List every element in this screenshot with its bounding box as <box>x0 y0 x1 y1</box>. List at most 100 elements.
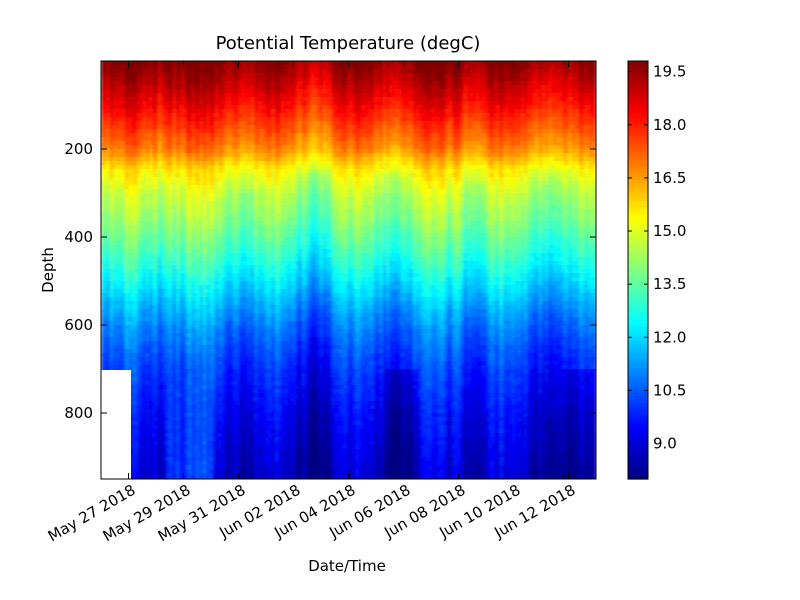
colorbar-segment <box>628 81 648 86</box>
colorbar-segment <box>628 130 648 135</box>
colorbar-segment <box>628 433 648 438</box>
colorbar-segment <box>628 217 648 222</box>
colorbar-segment <box>628 454 648 459</box>
colorbar-segment <box>628 207 648 212</box>
colorbar-segment <box>628 388 648 393</box>
colorbar-segment <box>628 231 648 236</box>
colorbar-segment <box>628 270 648 275</box>
colorbar-segment <box>628 367 648 372</box>
colorbar-segment <box>628 357 648 362</box>
colorbar-segment <box>628 224 648 229</box>
colorbar-segment <box>628 193 648 198</box>
colorbar-segment <box>628 402 648 407</box>
colorbar-segment <box>628 377 648 383</box>
colorbar-segment <box>628 465 648 470</box>
colorbar-tick-label: 18.0 <box>653 116 686 134</box>
colorbar-segment <box>628 106 648 111</box>
colorbar-segment <box>628 444 648 449</box>
colorbar-segment <box>628 322 648 327</box>
colorbar-segment <box>628 447 648 452</box>
colorbar-segment <box>628 235 648 240</box>
colorbar-segment <box>628 353 648 358</box>
colorbar-segment <box>628 88 648 93</box>
colorbar-segment <box>628 266 648 271</box>
y-tick-label: 200 <box>64 140 93 158</box>
colorbar-segment <box>628 416 648 421</box>
colorbar-segment <box>628 134 648 139</box>
y-tick-label: 600 <box>64 316 93 334</box>
colorbar-segment <box>628 391 648 396</box>
colorbar-segment <box>628 179 648 184</box>
colorbar-segment <box>628 196 648 201</box>
colorbar-segment <box>628 158 648 163</box>
colorbar-segment <box>628 144 648 149</box>
colorbar-segment <box>628 423 648 428</box>
colorbar-segment <box>628 440 648 445</box>
colorbar-segment <box>628 120 648 125</box>
colorbar-segment <box>628 127 648 132</box>
colorbar-segment <box>628 67 648 73</box>
colorbar-tick-label: 13.5 <box>653 275 686 293</box>
colorbar-segment <box>628 228 648 233</box>
colorbar-segment <box>628 395 648 400</box>
colorbar-segment <box>628 374 648 379</box>
colorbar: 9.0 10.5 12.0 13.5 15.0 16.5 18.0 19.5 <box>627 60 686 480</box>
colorbar-segment <box>628 78 648 83</box>
colorbar-segment <box>628 141 648 146</box>
y-axis: 200 400 600 800 <box>64 140 596 422</box>
colorbar-tick-label: 15.0 <box>653 222 686 240</box>
colorbar-segment <box>628 151 648 156</box>
colorbar-segment <box>628 221 648 226</box>
colorbar-segment <box>628 311 648 316</box>
colorbar-segment <box>628 318 648 323</box>
colorbar-tick-label: 9.0 <box>653 435 677 453</box>
colorbar-segment <box>628 458 648 463</box>
colorbar-tick-label: 16.5 <box>653 169 686 187</box>
colorbar-segment <box>628 74 648 80</box>
colorbar-segment <box>628 148 648 153</box>
colorbar-segment <box>628 162 648 167</box>
colorbar-segment <box>628 461 648 466</box>
colorbar-segment <box>628 304 648 309</box>
colorbar-segment <box>628 426 648 431</box>
colorbar-tick-label: 19.5 <box>653 63 686 81</box>
colorbar-segment <box>628 343 648 348</box>
colorbar-segment <box>628 301 648 306</box>
colorbar-segment <box>628 339 648 344</box>
colorbar-segment <box>628 468 648 473</box>
colorbar-segment <box>628 155 648 160</box>
colorbar-segment <box>628 238 648 243</box>
colorbar-segment <box>628 398 648 403</box>
colorbar-segment <box>628 92 648 97</box>
colorbar-tick-label: 12.0 <box>653 328 686 346</box>
colorbar-segment <box>628 102 648 107</box>
colorbar-segment <box>628 200 648 205</box>
colorbar-segment <box>628 294 648 299</box>
colorbar-segment <box>628 182 648 187</box>
colorbar-segment <box>628 175 648 181</box>
colorbar-segment <box>628 245 648 250</box>
colorbar-segment <box>628 287 648 292</box>
colorbar-segment <box>628 329 648 334</box>
colorbar-segment <box>628 364 648 369</box>
colorbar-segment <box>628 283 648 289</box>
colorbar-segment <box>628 276 648 282</box>
colorbar-segment <box>628 315 648 320</box>
heatmap <box>101 61 596 479</box>
colorbar-segment <box>628 475 648 480</box>
colorbar-segment <box>628 290 648 295</box>
colorbar-segment <box>628 109 648 114</box>
colorbar-segment <box>628 472 648 477</box>
colorbar-segment <box>628 64 648 69</box>
colorbar-segment <box>628 71 648 76</box>
colorbar-segment <box>628 123 648 128</box>
colorbar-segment <box>628 346 648 351</box>
colorbar-segment <box>628 137 648 142</box>
colorbar-segment <box>628 336 648 341</box>
colorbar-frame <box>627 60 649 480</box>
colorbar-segment <box>628 332 648 337</box>
colorbar-segment <box>628 437 648 442</box>
colorbar-segment <box>628 412 648 417</box>
colorbar-segment <box>628 95 648 100</box>
